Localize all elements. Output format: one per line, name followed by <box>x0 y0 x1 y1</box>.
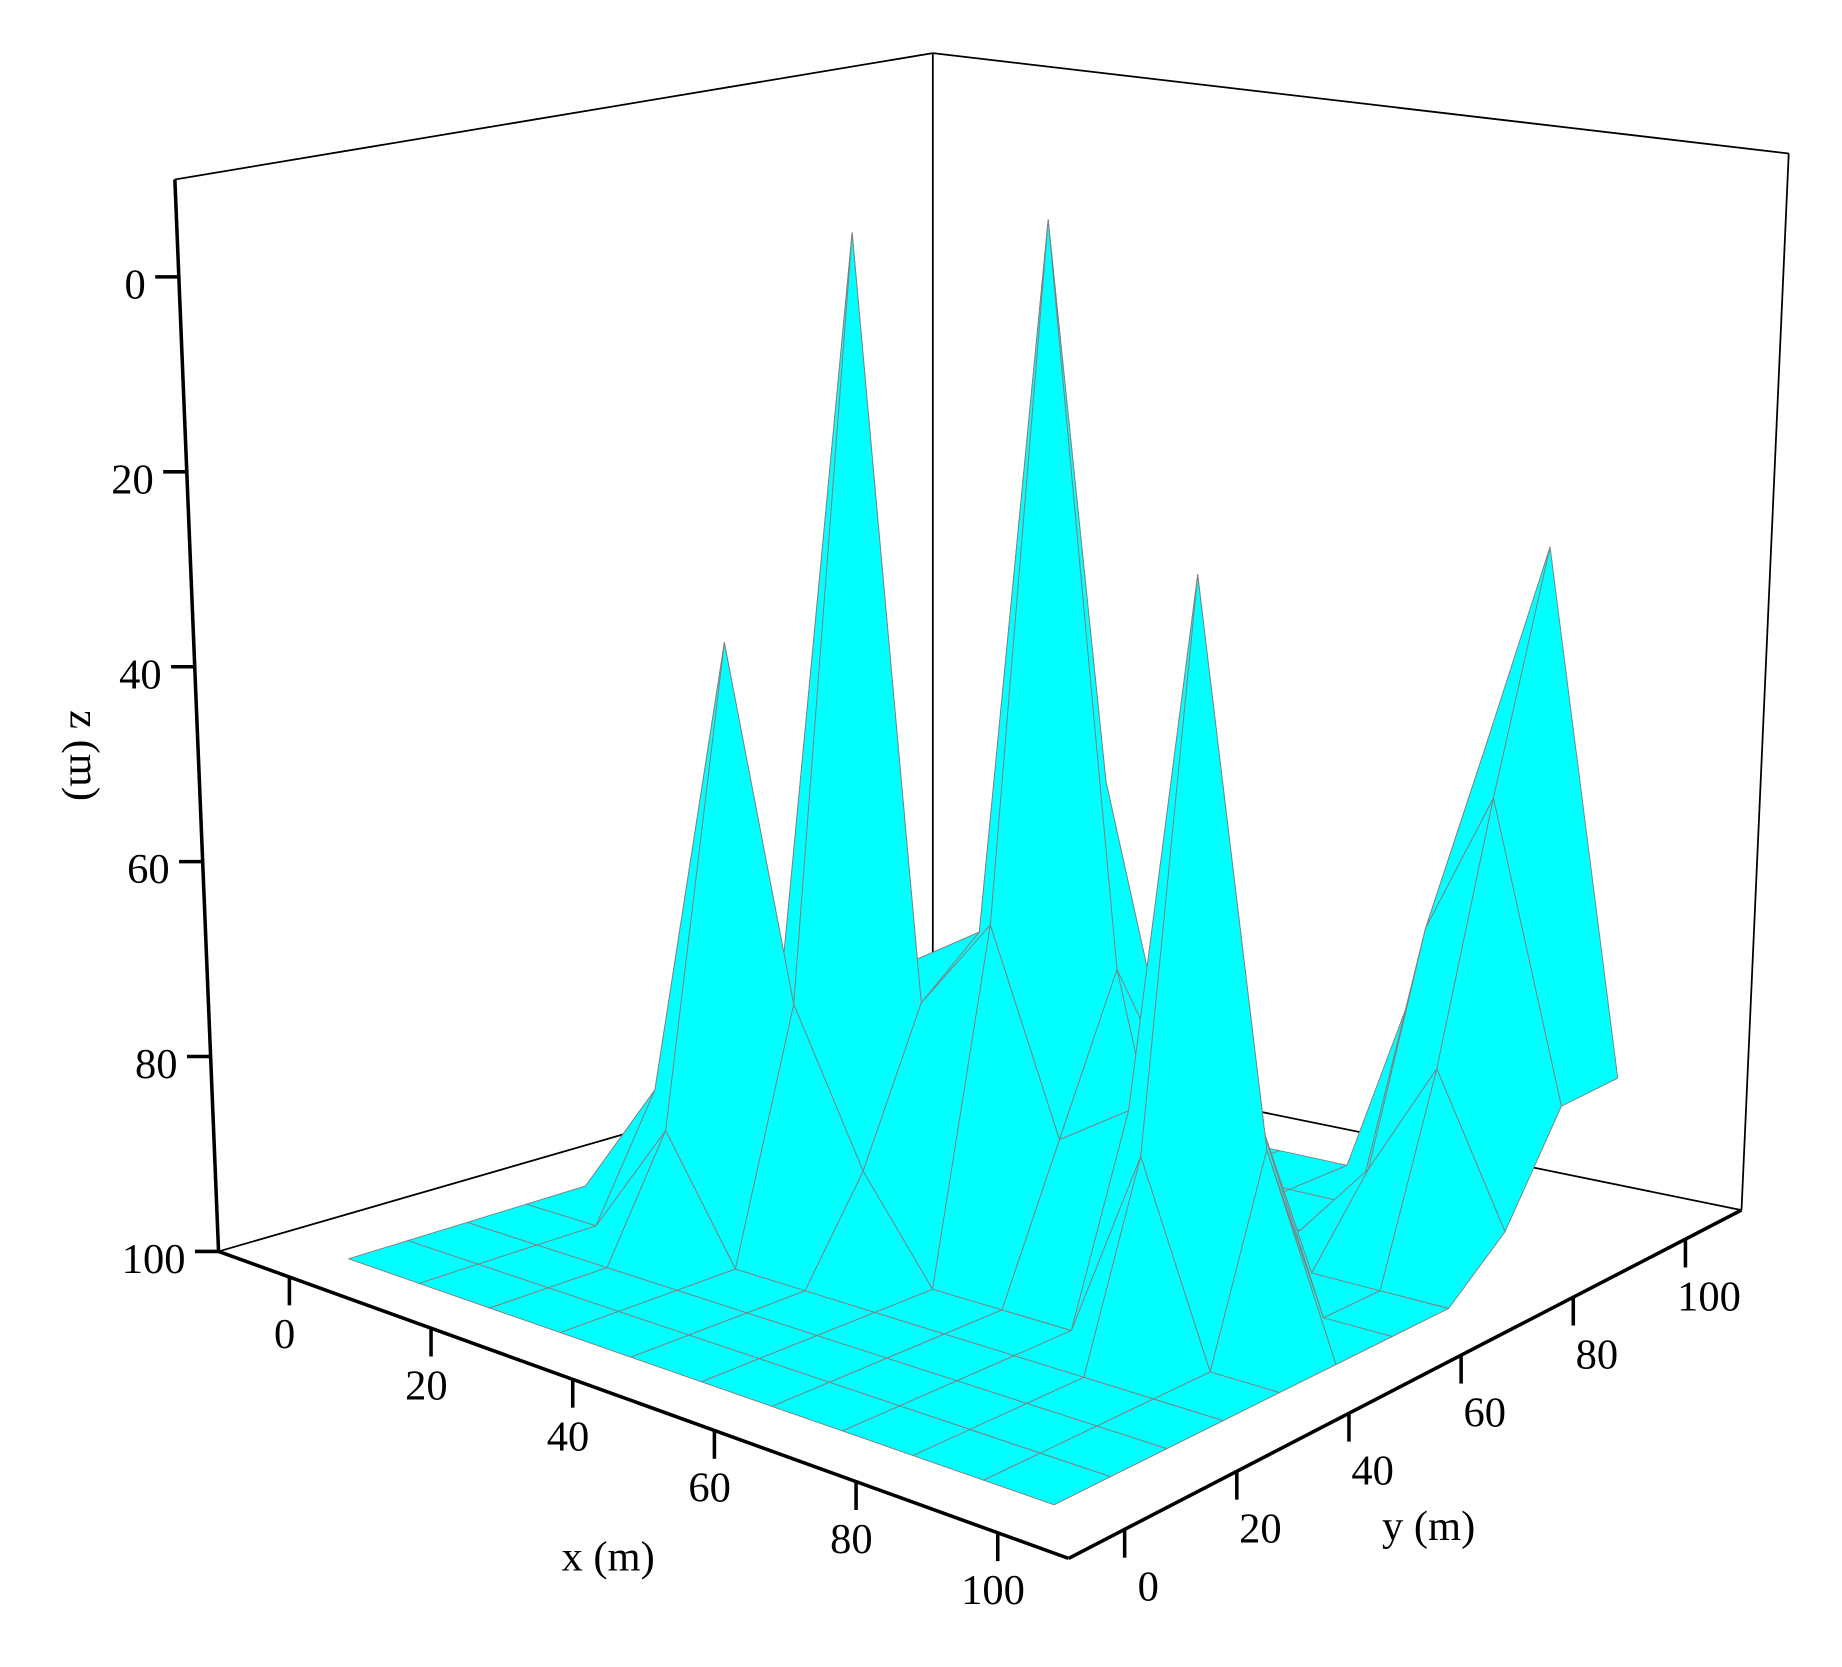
y-tick-label: 20 <box>1239 1505 1282 1552</box>
x-tick-label: 20 <box>405 1362 448 1409</box>
z-tick-label: 0 <box>125 261 146 308</box>
z-tick-label: 60 <box>127 846 169 893</box>
surface <box>348 219 1619 1506</box>
top-edge <box>174 52 933 181</box>
z-tick-label: 20 <box>111 456 154 503</box>
z-tick-label: 40 <box>119 651 161 698</box>
y-axis-title: y (m) <box>1382 1503 1475 1550</box>
axes: x (m) y (m) z (m) 0 20 40 60 80 100 0 20 40 60 80 1… <box>61 179 1743 1614</box>
top-edge <box>932 52 1789 155</box>
x-axis <box>217 1249 1070 1561</box>
right-edge <box>1740 153 1790 1211</box>
x-tick-label: 100 <box>961 1567 1025 1614</box>
x-tick-label: 0 <box>274 1311 295 1358</box>
z-axis-title: z (m) <box>61 710 108 801</box>
y-tick-label: 60 <box>1463 1389 1505 1436</box>
surface-cell <box>983 1452 1111 1506</box>
z-tick-label: 80 <box>135 1041 178 1088</box>
y-tick-label: 100 <box>1677 1273 1741 1320</box>
x-tick-label: 40 <box>547 1413 590 1460</box>
z-tick-label: 100 <box>122 1236 186 1283</box>
x-axis-title: x (m) <box>562 1533 655 1580</box>
x-tick-label: 60 <box>688 1465 731 1512</box>
z-axis <box>173 179 221 1252</box>
y-tick-label: 40 <box>1351 1447 1394 1494</box>
y-tick-label: 80 <box>1576 1331 1619 1378</box>
y-axis <box>1067 1208 1743 1560</box>
x-tick-label: 80 <box>830 1516 873 1563</box>
y-tick-label: 0 <box>1138 1564 1159 1611</box>
